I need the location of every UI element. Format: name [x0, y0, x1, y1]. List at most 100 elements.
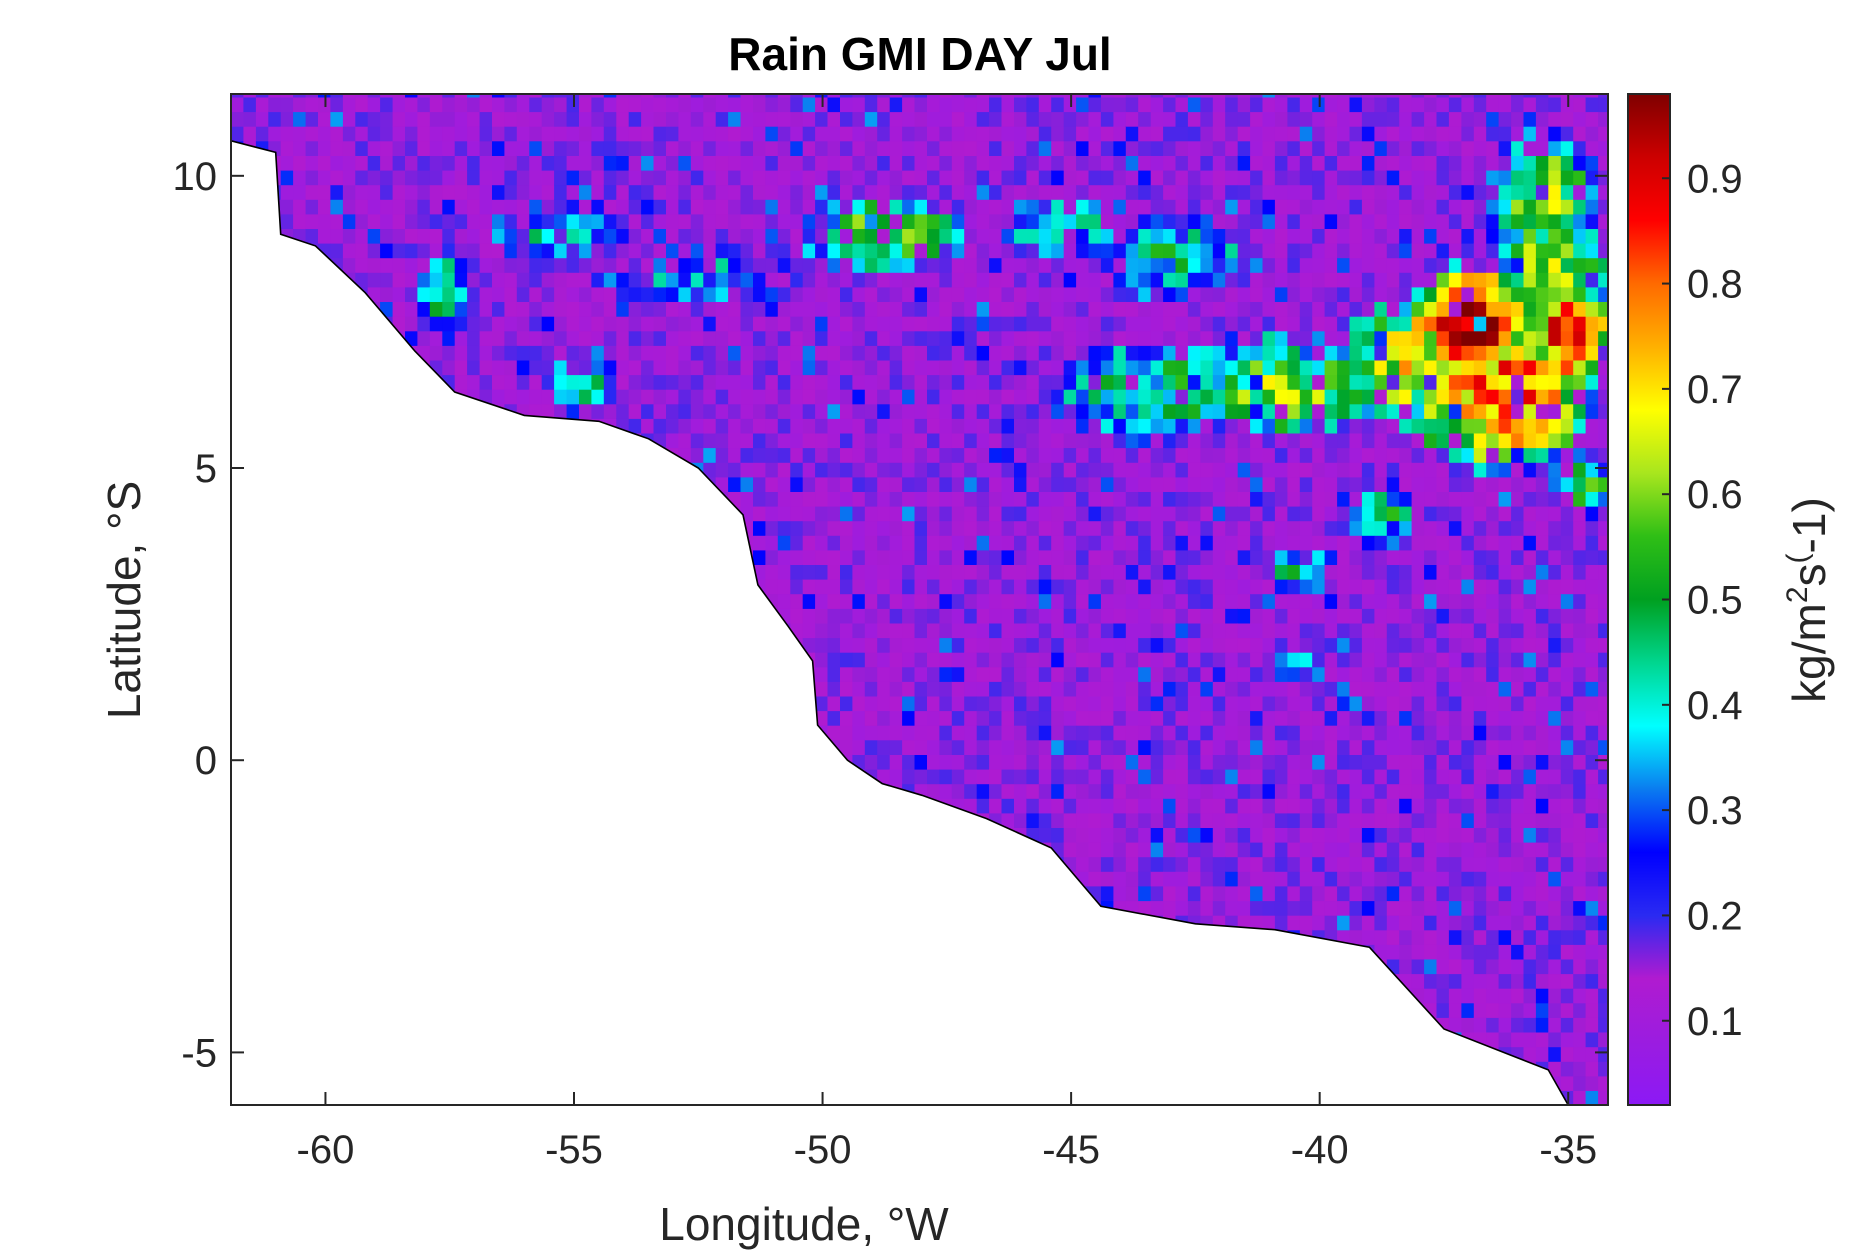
- heatmap-cell: [889, 330, 903, 346]
- heatmap-cell: [989, 476, 1003, 492]
- heatmap-cell: [1014, 345, 1027, 361]
- heatmap-cell: [1026, 389, 1040, 405]
- heatmap-cell: [939, 491, 953, 507]
- heatmap-cell: [417, 111, 431, 127]
- heatmap-cell: [355, 228, 369, 244]
- heatmap-cell: [380, 257, 394, 273]
- heatmap-cell: [914, 94, 928, 98]
- heatmap-cell: [852, 345, 866, 361]
- heatmap-cell: [492, 228, 505, 244]
- heatmap-cell: [641, 272, 655, 288]
- heatmap-cell: [802, 243, 816, 259]
- heatmap-cell: [703, 199, 717, 215]
- heatmap-cell: [889, 579, 903, 595]
- heatmap-cell: [516, 257, 530, 273]
- heatmap-cell: [554, 140, 568, 156]
- heatmap-cell: [777, 359, 791, 376]
- heatmap-cell: [939, 316, 953, 332]
- heatmap-cell: [454, 213, 468, 229]
- heatmap-cell: [802, 432, 816, 449]
- heatmap-cell: [889, 739, 903, 755]
- heatmap-cell: [802, 535, 816, 551]
- heatmap-cell: [1076, 184, 1090, 200]
- heatmap-cell: [492, 94, 505, 98]
- heatmap-cell: [1001, 155, 1015, 171]
- heatmap-cell: [1014, 403, 1027, 419]
- heatmap-cell: [902, 418, 916, 434]
- heatmap-cell: [454, 96, 468, 113]
- heatmap-cell: [989, 637, 1003, 653]
- heatmap-cell: [927, 228, 940, 244]
- heatmap-cell: [703, 111, 717, 127]
- heatmap-cell: [392, 301, 406, 317]
- heatmap-cell: [840, 681, 853, 697]
- heatmap-cell: [939, 359, 953, 376]
- heatmap-cell: [989, 695, 1003, 712]
- heatmap-cell: [479, 111, 493, 127]
- heatmap-cell: [479, 359, 493, 376]
- heatmap-cell: [740, 316, 754, 332]
- heatmap-cell: [914, 725, 928, 741]
- heatmap-cell: [989, 739, 1003, 755]
- heatmap-cell: [516, 359, 530, 376]
- heatmap-cell: [951, 622, 965, 639]
- heatmap-cell: [678, 126, 692, 142]
- heatmap-cell: [753, 432, 766, 449]
- heatmap-cell: [840, 213, 853, 229]
- heatmap-cell: [964, 447, 978, 463]
- heatmap-cell: [603, 359, 617, 376]
- heatmap-cell: [1014, 608, 1027, 624]
- heatmap-cell: [231, 111, 244, 127]
- heatmap-cell: [902, 257, 916, 273]
- heatmap-cell: [1063, 754, 1077, 770]
- heatmap-cell: [939, 257, 953, 273]
- heatmap-cell: [864, 111, 878, 127]
- heatmap-cell: [914, 345, 928, 361]
- heatmap-cell: [864, 345, 878, 361]
- heatmap-cell: [1001, 94, 1015, 98]
- heatmap-cell: [330, 94, 344, 98]
- heatmap-cell: [305, 155, 319, 171]
- heatmap-cell: [380, 184, 394, 200]
- heatmap-cell: [641, 199, 655, 215]
- heatmap-cell: [877, 476, 891, 492]
- heatmap-cell: [939, 111, 953, 127]
- heatmap-cell: [951, 213, 965, 229]
- heatmap-cell: [1038, 520, 1052, 536]
- heatmap-cell: [690, 359, 704, 376]
- heatmap-cell: [678, 272, 692, 288]
- heatmap-cell: [939, 243, 953, 259]
- heatmap-cell: [951, 564, 965, 580]
- heatmap-cell: [777, 170, 791, 186]
- heatmap-cell: [579, 94, 592, 98]
- heatmap-cell: [1100, 754, 1114, 770]
- heatmap-cell: [827, 549, 841, 565]
- heatmap-cell: [467, 94, 481, 98]
- heatmap-cell: [603, 403, 617, 419]
- heatmap-cell: [293, 94, 307, 98]
- heatmap-cell: [914, 447, 928, 463]
- heatmap-cell: [603, 126, 617, 142]
- heatmap-cell: [815, 476, 829, 492]
- heatmap-cell: [690, 447, 704, 463]
- heatmap-cell: [802, 476, 816, 492]
- heatmap-cell: [454, 243, 468, 259]
- heatmap-cell: [740, 272, 754, 288]
- heatmap-cell: [1100, 199, 1114, 215]
- heatmap-cell: [840, 476, 853, 492]
- heatmap-cell: [603, 170, 617, 186]
- heatmap-cell: [877, 170, 891, 186]
- heatmap-cell: [429, 199, 443, 215]
- heatmap-cell: [1014, 184, 1027, 200]
- heatmap-cell: [678, 111, 692, 127]
- heatmap-cell: [1051, 447, 1065, 463]
- heatmap-cell: [479, 126, 493, 142]
- heatmap-cell: [1063, 842, 1077, 858]
- heatmap-cell: [914, 579, 928, 595]
- heatmap-cell: [1001, 783, 1015, 799]
- heatmap-cell: [989, 199, 1003, 215]
- heatmap-cell: [753, 170, 766, 186]
- heatmap-cell: [927, 389, 940, 405]
- heatmap-cell: [902, 286, 916, 302]
- heatmap-cell: [902, 389, 916, 405]
